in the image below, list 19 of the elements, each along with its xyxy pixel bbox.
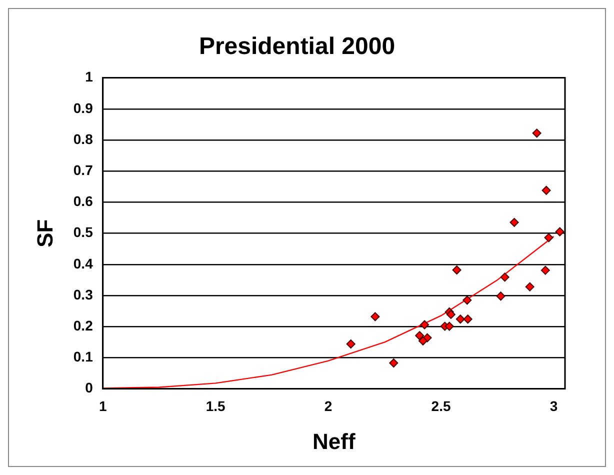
y-tick-label: 0.2 bbox=[73, 317, 94, 334]
y-tick-label: 0.1 bbox=[73, 348, 94, 365]
y-tick-label: 0.9 bbox=[73, 100, 94, 116]
x-axis-title: Neff bbox=[312, 428, 356, 454]
x-tick-label: 1 bbox=[98, 398, 107, 414]
x-tick-label: 1.5 bbox=[206, 398, 226, 414]
y-tick-label: 0.7 bbox=[73, 162, 94, 178]
x-tick-label: 2.5 bbox=[431, 398, 451, 414]
y-tick-label: 0.8 bbox=[73, 130, 94, 147]
x-tick-label: 3 bbox=[550, 398, 558, 414]
y-axis-title: SF bbox=[32, 219, 58, 248]
y-tick-label: 0.5 bbox=[73, 224, 94, 240]
y-tick-label: 0.4 bbox=[73, 255, 94, 272]
chart-title: Presidential 2000 bbox=[198, 33, 396, 60]
x-tick-label: 2 bbox=[324, 398, 332, 414]
y-tick-label: 0 bbox=[85, 380, 94, 396]
y-tick-label: 0.3 bbox=[73, 286, 94, 302]
y-tick-label: 1 bbox=[85, 68, 94, 85]
y-tick-label: 0.6 bbox=[73, 193, 94, 210]
